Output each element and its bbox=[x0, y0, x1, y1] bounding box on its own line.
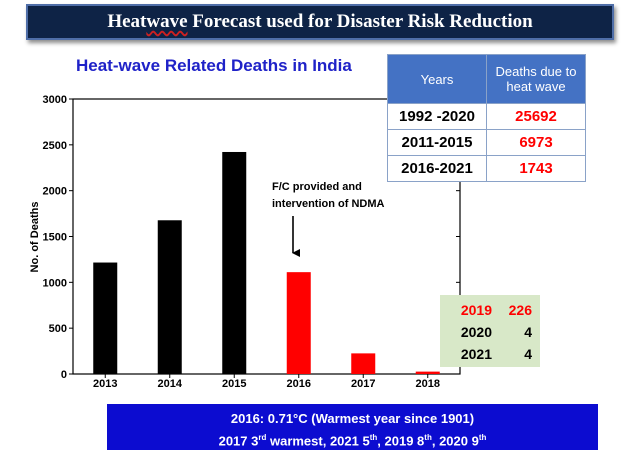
recent-years-box: 2019 226 2020 4 2021 4 bbox=[440, 295, 540, 367]
bar bbox=[93, 262, 118, 374]
note-part: , 2020 9 bbox=[431, 433, 479, 449]
y-tick-label: 500 bbox=[49, 323, 67, 335]
x-tick-label: 2016 bbox=[287, 378, 311, 390]
note-line-1: 2016: 0.71°C (Warmest year since 1901) bbox=[230, 411, 475, 426]
bar bbox=[157, 220, 182, 374]
table-header-row: Years Deaths due to heat wave bbox=[387, 54, 586, 104]
x-tick-label: 2017 bbox=[351, 378, 375, 390]
y-tick-label: 2500 bbox=[43, 140, 67, 152]
table-cell-deaths: 6973 bbox=[486, 129, 586, 156]
recent-year: 2021 bbox=[460, 346, 492, 362]
x-tick-label: 2014 bbox=[158, 378, 183, 390]
banner-title-suffix: Forecast used for Disaster Risk Reductio… bbox=[187, 11, 533, 32]
bar bbox=[286, 272, 311, 374]
annotation-line-2: intervention of NDMA bbox=[272, 198, 384, 210]
table-header-deaths: Deaths due to heat wave bbox=[486, 54, 586, 104]
x-tick-label: 2015 bbox=[222, 378, 246, 390]
annotation-line-1: F/C provided and bbox=[272, 181, 362, 193]
recent-year-row: 2020 4 bbox=[440, 321, 540, 343]
y-tick-label: 1500 bbox=[43, 232, 67, 244]
recent-year-deaths: 4 bbox=[524, 346, 532, 362]
chart-title: Heat-wave Related Deaths in India bbox=[76, 56, 352, 75]
note-part: warmest, 2021 5 bbox=[266, 433, 370, 449]
table-cell-years: 2011-2015 bbox=[387, 129, 487, 156]
recent-year-deaths: 4 bbox=[524, 324, 532, 340]
table-cell-deaths: 25692 bbox=[486, 103, 586, 130]
table-row: 2011-2015 6973 bbox=[387, 129, 586, 156]
y-tick-label: 2000 bbox=[43, 186, 67, 198]
note-part: 2017 3 bbox=[218, 433, 259, 449]
bar bbox=[415, 371, 440, 374]
y-tick-label: 1000 bbox=[43, 277, 67, 289]
y-axis-label: No. of Deaths bbox=[29, 202, 41, 273]
table-row: 1992 -2020 25692 bbox=[387, 103, 586, 130]
table-row: 2016-2021 1743 bbox=[387, 155, 586, 182]
recent-year-row: 2019 226 bbox=[440, 299, 540, 321]
bar bbox=[222, 151, 247, 374]
recent-year: 2019 bbox=[460, 302, 492, 318]
deaths-table: Years Deaths due to heat wave 1992 -2020… bbox=[387, 54, 586, 182]
note-sup: th bbox=[424, 433, 432, 442]
note-part: , 2019 8 bbox=[377, 433, 425, 449]
recent-year-deaths: 226 bbox=[508, 302, 532, 318]
table-cell-years: 1992 -2020 bbox=[387, 103, 487, 130]
table-cell-deaths: 1743 bbox=[486, 155, 586, 182]
recent-year: 2020 bbox=[460, 324, 492, 340]
y-tick-label: 0 bbox=[61, 369, 67, 381]
warmest-years-note: 2016: 0.71°C (Warmest year since 1901) 2… bbox=[107, 404, 598, 450]
table-header-years: Years bbox=[387, 54, 487, 104]
note-sup: rd bbox=[258, 433, 267, 442]
x-tick-label: 2018 bbox=[416, 378, 440, 390]
banner-title: Heatwave Forecast used for Disaster Risk… bbox=[107, 11, 532, 33]
x-tick-label: 2013 bbox=[93, 378, 117, 390]
y-tick-label: 3000 bbox=[43, 94, 67, 106]
table-cell-years: 2016-2021 bbox=[387, 155, 487, 182]
recent-year-row: 2021 4 bbox=[440, 343, 540, 365]
banner-title-underlined: wave bbox=[146, 11, 188, 32]
note-line-2: 2017 3rd warmest, 2021 5th, 2019 8th, 20… bbox=[107, 428, 598, 450]
banner-title-prefix: Heat bbox=[107, 11, 147, 32]
bar bbox=[351, 353, 376, 374]
note-sup: th bbox=[369, 433, 378, 442]
note-sup: th bbox=[478, 433, 487, 442]
slide-banner: Heatwave Forecast used for Disaster Risk… bbox=[26, 4, 614, 40]
